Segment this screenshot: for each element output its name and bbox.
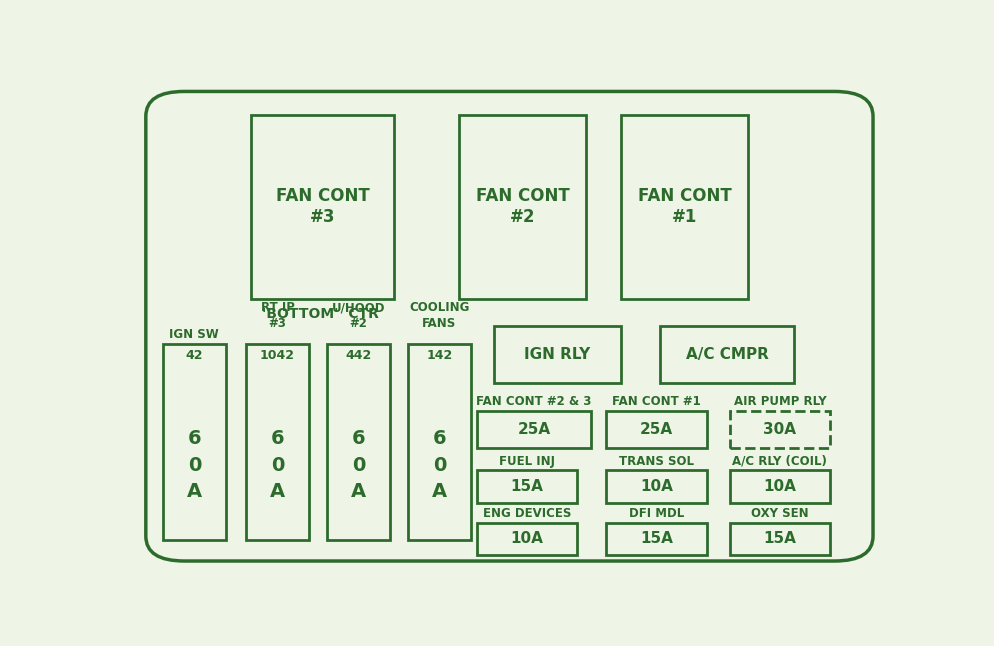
Bar: [408, 344, 471, 540]
Text: FAN CONT
#3: FAN CONT #3: [275, 187, 370, 226]
Bar: [459, 115, 586, 299]
Bar: [606, 411, 707, 448]
Bar: [494, 326, 621, 384]
Bar: [606, 470, 707, 503]
Text: 1042: 1042: [260, 349, 295, 362]
Text: U/HOOD
#2: U/HOOD #2: [332, 301, 386, 330]
Text: IGN RLY: IGN RLY: [525, 348, 590, 362]
Text: 10A: 10A: [763, 479, 796, 494]
Text: FAN CONT
#2: FAN CONT #2: [476, 187, 570, 226]
Text: OXY SEN: OXY SEN: [751, 507, 809, 520]
Text: AIR PUMP RLY: AIR PUMP RLY: [734, 395, 826, 408]
Text: 15A: 15A: [511, 479, 544, 494]
Text: 30A: 30A: [763, 422, 796, 437]
Bar: [163, 344, 226, 540]
Text: 42: 42: [186, 349, 203, 362]
Text: 15A: 15A: [640, 532, 673, 547]
Text: FAN CONT #2 & 3: FAN CONT #2 & 3: [476, 395, 591, 408]
Text: 15A: 15A: [763, 532, 796, 547]
Bar: [477, 523, 578, 555]
Text: 25A: 25A: [518, 422, 551, 437]
Bar: [477, 470, 578, 503]
Bar: [477, 411, 591, 448]
Bar: [606, 523, 707, 555]
Text: FUEL INJ: FUEL INJ: [499, 455, 555, 468]
Text: A/C CMPR: A/C CMPR: [686, 348, 768, 362]
Bar: [621, 115, 748, 299]
Text: IGN SW: IGN SW: [169, 328, 220, 341]
Text: RT IP
#3: RT IP #3: [260, 301, 294, 330]
Bar: [660, 326, 794, 384]
Text: 25A: 25A: [640, 422, 673, 437]
Bar: [327, 344, 390, 540]
Bar: [251, 115, 394, 299]
Bar: [730, 470, 830, 503]
Text: 142: 142: [426, 349, 452, 362]
Text: COOLING
FANS: COOLING FANS: [410, 301, 469, 330]
Text: 10A: 10A: [511, 532, 544, 547]
Text: 6
0
A: 6 0 A: [351, 430, 366, 501]
Bar: [730, 411, 830, 448]
Text: 442: 442: [345, 349, 372, 362]
FancyBboxPatch shape: [146, 92, 873, 561]
Bar: [246, 344, 309, 540]
Text: TRANS SOL: TRANS SOL: [619, 455, 694, 468]
Text: ENG DEVICES: ENG DEVICES: [483, 507, 572, 520]
Text: 6
0
A: 6 0 A: [270, 430, 285, 501]
Text: 6
0
A: 6 0 A: [187, 430, 202, 501]
Text: FAN CONT #1: FAN CONT #1: [612, 395, 701, 408]
Text: DFI MDL: DFI MDL: [629, 507, 684, 520]
Text: FAN CONT
#1: FAN CONT #1: [638, 187, 732, 226]
Text: A/C RLY (COIL): A/C RLY (COIL): [733, 455, 827, 468]
Text: 'BOTTOM'  CTR: 'BOTTOM' CTR: [262, 307, 379, 321]
Text: 10A: 10A: [640, 479, 673, 494]
Text: 6
0
A: 6 0 A: [431, 430, 447, 501]
Bar: [730, 523, 830, 555]
